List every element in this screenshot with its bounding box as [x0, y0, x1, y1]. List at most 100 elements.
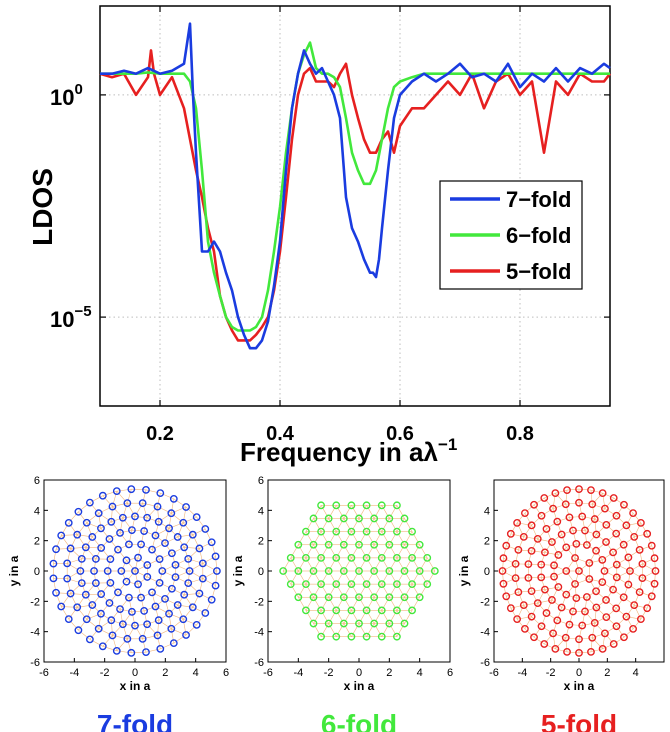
lattice-point: [309, 567, 318, 575]
lattice-bond: [602, 570, 605, 583]
lattice-bond: [373, 557, 383, 572]
lattice-point: [423, 553, 432, 562]
lattice-bond: [335, 570, 345, 585]
lattice-bond: [389, 505, 398, 519]
lattice-bond: [629, 570, 643, 579]
lattice-bond: [537, 528, 547, 540]
lattice-bond: [175, 564, 190, 572]
lattice-bond: [131, 529, 145, 532]
x-tick-label: 0.4: [266, 423, 295, 445]
lattice-bond: [313, 597, 322, 611]
lattice-point: [377, 501, 386, 510]
lattice-point: [578, 512, 587, 521]
lattice-bond: [389, 557, 398, 572]
lattice-bond: [145, 648, 161, 653]
lattice-bond: [373, 597, 383, 611]
lattice-bond: [396, 610, 405, 624]
lattice-bond: [89, 628, 99, 640]
lattice-point: [506, 529, 515, 538]
lattice-bond: [343, 623, 352, 637]
lattice-bond: [373, 544, 383, 559]
lattice-bond: [623, 536, 635, 545]
lattice-bond: [404, 544, 413, 559]
lattice-point: [521, 509, 529, 517]
lattice-point: [385, 567, 394, 575]
lattice-bond: [566, 594, 577, 599]
lattice-bond: [426, 557, 436, 572]
lattice-point: [179, 615, 188, 624]
lattice-bond: [159, 552, 173, 560]
lattice-bond: [290, 544, 299, 559]
lattice-point: [140, 607, 149, 615]
lattice-bond: [183, 607, 194, 620]
lattice-bond: [404, 570, 413, 585]
lattice-bond: [594, 518, 607, 526]
lattice-bond: [189, 563, 203, 572]
lattice-bond: [555, 637, 566, 650]
lattice-bond: [67, 558, 82, 564]
lattice-bond: [111, 521, 121, 534]
lattice-point: [385, 540, 394, 549]
lattice-bond: [632, 512, 642, 524]
lattice-bond: [155, 606, 170, 614]
lattice-bond: [67, 578, 82, 584]
lattice-point: [524, 573, 533, 582]
lattice-point: [511, 574, 520, 583]
lattice-bond: [569, 516, 583, 518]
lattice-point: [324, 593, 333, 602]
lattice-bond: [147, 619, 159, 625]
lattice-bond: [551, 599, 562, 608]
lattice-bond: [589, 550, 597, 564]
lattice-bond: [411, 544, 420, 559]
lattice-bond: [605, 541, 614, 553]
legend-entry: 6−fold: [506, 223, 571, 248]
lattice-bond: [335, 597, 345, 611]
lattice-bond: [582, 622, 595, 626]
lattice-bond: [328, 518, 337, 532]
lattice-point: [575, 649, 583, 657]
lattice-point: [97, 590, 106, 598]
lattice-bond: [76, 534, 87, 548]
lattice-point: [612, 604, 621, 613]
lattice-bond: [531, 602, 539, 617]
lattice-point: [588, 500, 597, 509]
lattice-bond: [411, 597, 420, 611]
lattice-bond: [544, 633, 554, 645]
lattice-point: [533, 535, 542, 543]
lattice-bond: [305, 570, 314, 585]
panel-caption: 6-fold: [321, 709, 397, 732]
point-layer: [279, 501, 439, 641]
y-tick-label: 4: [484, 505, 490, 517]
lattice-bond: [552, 633, 566, 639]
lattice-bond: [561, 534, 567, 548]
lattice-point: [114, 588, 122, 597]
lattice-bond: [574, 557, 590, 564]
lattice-bond: [419, 557, 428, 572]
lattice-point: [107, 517, 116, 526]
y-tick-label: -4: [254, 627, 264, 639]
lattice-bond: [188, 582, 200, 594]
lattice-point: [107, 616, 116, 625]
lattice-point: [602, 613, 611, 622]
lattice-bond: [544, 589, 553, 601]
lattice-bond: [616, 557, 629, 565]
lattice-point: [619, 593, 628, 602]
lattice-bond: [516, 522, 525, 538]
lattice-bond: [616, 564, 631, 572]
lattice-point: [198, 559, 207, 568]
lattice-bond: [55, 592, 62, 607]
lattice-bond: [80, 558, 83, 572]
lattice-point: [575, 485, 583, 493]
lattice-bond: [544, 492, 556, 499]
lattice-point: [362, 606, 371, 615]
lattice-bond: [92, 528, 102, 538]
lattice-bond: [134, 625, 143, 639]
legend-entry: 5−fold: [506, 259, 571, 284]
lattice-bond: [565, 490, 568, 505]
lattice-bond: [541, 515, 547, 530]
lattice-point: [609, 640, 618, 648]
lattice-bond: [567, 488, 580, 491]
lattice-bond: [544, 497, 554, 509]
lattice-bond: [86, 522, 102, 529]
lattice-bond: [137, 584, 142, 598]
